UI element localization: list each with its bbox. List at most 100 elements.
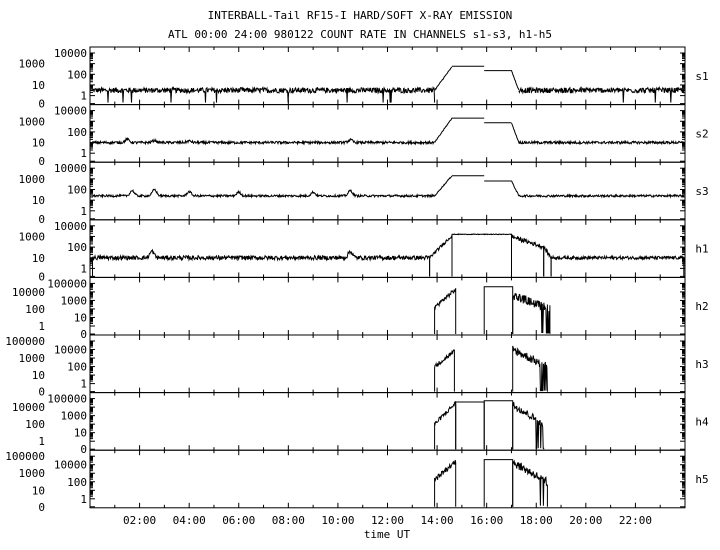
y-tick-label: 1000 — [61, 294, 88, 307]
y-tick-label: 0 — [38, 386, 45, 399]
y-tick-label: 10000 — [54, 162, 87, 175]
y-tick-label: 0 — [38, 98, 45, 111]
y-tick-label: 100000 — [5, 335, 45, 348]
data-trace-h2 — [512, 293, 551, 334]
y-tick-label: 100 — [67, 184, 87, 197]
y-tick-label: 1000 — [19, 173, 46, 186]
y-tick-label: 0 — [38, 501, 45, 514]
data-trace-h5 — [512, 459, 548, 507]
x-tick-label: 16:00 — [470, 514, 503, 527]
panel-frame — [89, 46, 686, 106]
data-trace-s3 — [518, 193, 685, 199]
data-trace-s3 — [92, 188, 435, 199]
y-tick-label: 0 — [38, 270, 45, 283]
data-trace-s1 — [511, 70, 520, 91]
data-trace-h5 — [434, 459, 457, 507]
chart-subtitle: ATL 00:00 24:00 980122 COUNT RATE IN CHA… — [168, 28, 552, 41]
y-tick-label: 0 — [38, 155, 45, 168]
data-trace-s2 — [518, 139, 685, 146]
y-tick-label: 1000 — [61, 410, 88, 423]
y-tick-label: 1 — [80, 205, 87, 218]
y-tick-label: 1000 — [19, 115, 46, 128]
y-tick-label: 0 — [80, 328, 87, 341]
data-trace-h1 — [543, 245, 552, 277]
data-trace-s1 — [434, 66, 453, 91]
y-tick-label: 1 — [80, 262, 87, 275]
x-tick-label: 18:00 — [520, 514, 553, 527]
channel-label-s3: s3 — [695, 185, 708, 198]
x-tick-label: 22:00 — [619, 514, 652, 527]
y-tick-label: 10 — [32, 137, 45, 150]
y-tick-label: 1 — [38, 320, 45, 333]
x-tick-label: 08:00 — [272, 514, 305, 527]
panel-frame — [89, 219, 686, 278]
data-trace-h2 — [483, 286, 514, 334]
data-trace-h5 — [483, 459, 514, 507]
y-tick-label: 1 — [80, 378, 87, 391]
y-tick-label: 0 — [38, 213, 45, 226]
data-trace-h2 — [434, 288, 457, 334]
y-tick-label: 10 — [32, 252, 45, 265]
data-trace-s3 — [511, 180, 520, 197]
data-trace-h3 — [434, 349, 455, 392]
y-tick-label: 100 — [67, 126, 87, 139]
y-tick-label: 100 — [25, 418, 45, 431]
y-tick-label: 1 — [80, 147, 87, 160]
panel-frame — [89, 392, 686, 451]
data-trace-h4 — [455, 401, 485, 450]
x-axis-label: time UT — [364, 528, 411, 541]
y-tick-label: 10 — [32, 484, 45, 497]
y-tick-label: 100000 — [47, 277, 87, 290]
data-trace-h1 — [511, 234, 545, 277]
channel-label-s2: s2 — [695, 127, 708, 140]
y-tick-label: 10 — [32, 194, 45, 207]
panel-frame — [89, 104, 686, 163]
y-tick-label: 0 — [80, 443, 87, 456]
y-tick-label: 10000 — [12, 286, 45, 299]
data-trace-h4 — [434, 400, 457, 450]
y-tick-label: 10000 — [54, 344, 87, 357]
y-tick-label: 1000 — [19, 467, 46, 480]
y-tick-label: 100000 — [5, 450, 45, 463]
y-tick-label: 10 — [74, 427, 87, 440]
y-tick-label: 100 — [67, 361, 87, 374]
y-tick-label: 100 — [67, 476, 87, 489]
y-tick-label: 1 — [38, 435, 45, 448]
x-tick-label: 20:00 — [569, 514, 602, 527]
y-tick-label: 100 — [67, 241, 87, 254]
chart-title: INTERBALL-Tail RF15-I HARD/SOFT X-RAY EM… — [208, 9, 513, 22]
x-tick-label: 12:00 — [371, 514, 404, 527]
y-tick-label: 1 — [80, 493, 87, 506]
channel-label-h5: h5 — [695, 473, 708, 486]
data-trace-s1 — [518, 85, 685, 103]
x-tick-label: 10:00 — [321, 514, 354, 527]
data-trace-s3 — [434, 175, 453, 197]
y-tick-label: 10 — [32, 369, 45, 382]
data-trace-h1 — [92, 248, 431, 277]
y-tick-label: 1 — [80, 90, 87, 103]
x-tick-label: 14:00 — [421, 514, 454, 527]
x-tick-label: 06:00 — [222, 514, 255, 527]
x-tick-label: 02:00 — [123, 514, 156, 527]
data-trace-s2 — [92, 137, 435, 146]
y-tick-label: 10 — [32, 79, 45, 92]
panel-frame — [89, 161, 686, 221]
data-trace-h1 — [451, 233, 512, 277]
y-tick-label: 10000 — [54, 459, 87, 472]
y-tick-label: 10000 — [54, 105, 87, 118]
data-trace-h3 — [512, 345, 548, 392]
channel-label-h1: h1 — [695, 243, 708, 256]
data-trace-h1 — [550, 254, 685, 277]
x-tick-label: 04:00 — [173, 514, 206, 527]
y-tick-label: 10000 — [12, 401, 45, 414]
y-tick-label: 10000 — [54, 47, 87, 60]
data-trace-h4 — [483, 400, 514, 450]
y-tick-label: 10 — [74, 311, 87, 324]
